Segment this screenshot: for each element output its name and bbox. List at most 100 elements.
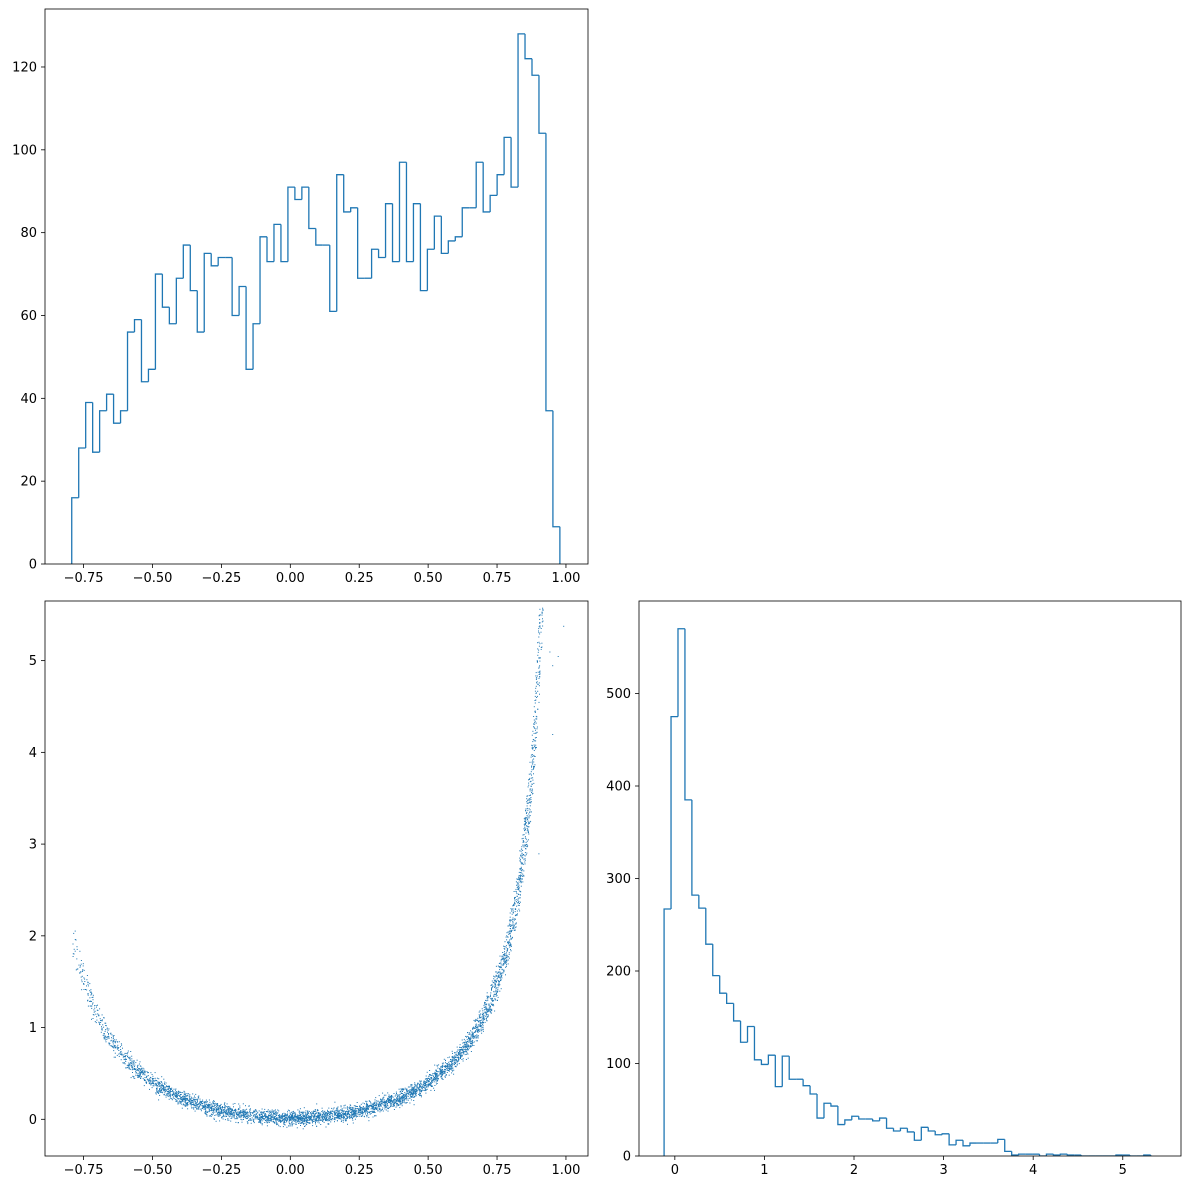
- scatter-point: [164, 1089, 166, 1091]
- scatter-point: [348, 1114, 350, 1116]
- scatter-point: [133, 1068, 135, 1070]
- scatter-point: [192, 1093, 194, 1095]
- scatter-point: [83, 983, 85, 985]
- scatter-point: [254, 1109, 256, 1111]
- scatter-point: [114, 1052, 116, 1054]
- scatter-point: [482, 1030, 484, 1032]
- scatter-point: [475, 1035, 477, 1037]
- scatter-point: [440, 1076, 442, 1078]
- scatter-point: [186, 1105, 188, 1107]
- scatter-point: [501, 977, 503, 979]
- scatter-point: [473, 1037, 475, 1039]
- scatter-point: [517, 898, 519, 900]
- scatter-point: [448, 1061, 450, 1063]
- scatter-point: [139, 1065, 141, 1067]
- scatter-point: [495, 990, 497, 992]
- scatter-point: [321, 1118, 323, 1120]
- scatter-point: [447, 1065, 449, 1067]
- scatter-point: [180, 1101, 182, 1103]
- scatter-point: [497, 976, 499, 978]
- scatter-point: [122, 1062, 124, 1064]
- scatter-point: [363, 1107, 365, 1109]
- scatter-point: [160, 1084, 162, 1086]
- scatter-point: [140, 1069, 142, 1071]
- scatter-point: [279, 1119, 281, 1121]
- scatter-point: [516, 914, 518, 916]
- scatter-point: [348, 1108, 350, 1110]
- scatter-point: [128, 1066, 130, 1068]
- scatter-point: [113, 1050, 115, 1052]
- scatter-point: [520, 868, 522, 870]
- scatter-point: [157, 1090, 159, 1092]
- scatter-point: [230, 1113, 232, 1115]
- scatter-point: [505, 955, 507, 957]
- scatter-point: [533, 716, 535, 717]
- scatter-point: [367, 1106, 369, 1108]
- scatter-point: [180, 1097, 182, 1099]
- scatter-point: [411, 1091, 413, 1093]
- scatter-point: [463, 1041, 465, 1043]
- scatter-point: [117, 1044, 119, 1046]
- scatter-point: [489, 995, 491, 997]
- x-tick-label: −0.25: [201, 1163, 241, 1178]
- scatter-point: [538, 645, 540, 647]
- scatter-point: [184, 1095, 185, 1097]
- scatter-point: [465, 1053, 467, 1055]
- scatter-point: [385, 1094, 387, 1096]
- scatter-point: [373, 1105, 375, 1106]
- scatter-point: [156, 1091, 158, 1093]
- scatter-point: [375, 1104, 377, 1106]
- scatter-point: [86, 975, 88, 976]
- scatter-point: [373, 1105, 374, 1107]
- scatter-point: [295, 1116, 297, 1118]
- scatter-point: [328, 1114, 330, 1116]
- scatter-point: [441, 1071, 443, 1073]
- scatter-point: [425, 1092, 427, 1094]
- scatter-point: [179, 1091, 181, 1093]
- scatter-point: [535, 672, 537, 674]
- scatter-point: [414, 1091, 416, 1092]
- scatter-point: [284, 1118, 286, 1120]
- scatter-point: [343, 1116, 345, 1118]
- scatter-point: [456, 1050, 458, 1052]
- scatter-point: [128, 1067, 130, 1069]
- scatter-point: [277, 1123, 279, 1125]
- scatter-point: [421, 1086, 422, 1088]
- histogram-bin: [531, 58, 539, 76]
- scatter-point: [109, 1043, 111, 1045]
- scatter-point: [115, 1039, 117, 1041]
- scatter-point: [454, 1054, 456, 1056]
- scatter-point: [386, 1103, 388, 1104]
- scatter-point: [532, 747, 534, 749]
- scatter-point: [484, 1018, 486, 1020]
- scatter-point: [222, 1112, 224, 1113]
- scatter-point: [390, 1095, 392, 1097]
- scatter-point: [395, 1100, 397, 1102]
- scatter-point: [483, 1022, 484, 1024]
- scatter-point: [461, 1052, 462, 1054]
- scatter-point: [509, 919, 511, 921]
- scatter-point: [322, 1117, 323, 1119]
- scatter-point: [492, 982, 494, 984]
- scatter-point: [515, 908, 517, 910]
- scatter-point: [498, 971, 500, 973]
- scatter-point: [532, 755, 534, 757]
- scatter-point: [318, 1114, 320, 1116]
- scatter-point: [509, 916, 511, 918]
- scatter-point: [390, 1097, 392, 1099]
- scatter-point: [275, 1118, 277, 1120]
- scatter-point: [153, 1083, 155, 1085]
- scatter-point: [300, 1115, 302, 1117]
- scatter-point: [279, 1118, 281, 1120]
- scatter-point: [401, 1093, 403, 1094]
- x-tick-label: 0.75: [483, 1163, 512, 1178]
- scatter-point: [529, 777, 531, 779]
- scatter-point: [528, 826, 530, 828]
- scatter-point: [345, 1119, 347, 1121]
- scatter-point: [494, 983, 496, 985]
- scatter-point: [398, 1100, 400, 1102]
- scatter-point: [165, 1093, 167, 1095]
- scatter-point: [302, 1121, 304, 1123]
- scatter-point: [538, 628, 540, 630]
- scatter-point: [167, 1090, 169, 1092]
